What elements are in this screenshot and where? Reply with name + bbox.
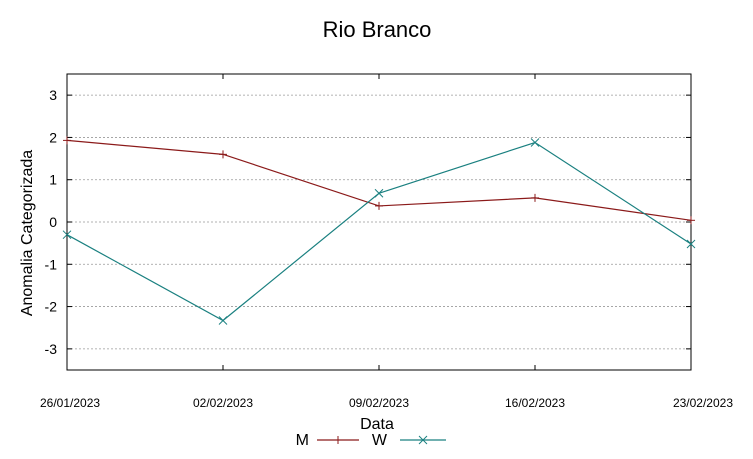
legend-marker (418, 435, 428, 445)
marker-stroke (62, 230, 72, 240)
y-tick-label: 0 (49, 214, 57, 230)
series-line (66, 141, 692, 322)
data-point (687, 216, 695, 225)
grid-lines (67, 94, 691, 350)
data-point (374, 188, 384, 198)
chart-title: Rio Branco (323, 17, 432, 42)
x-tick-label: 09/02/2023 (349, 396, 409, 410)
y-tick-label: 2 (49, 129, 57, 145)
legend-label: W (372, 432, 388, 449)
data-point (62, 230, 72, 240)
data-point (219, 150, 227, 159)
legend-item-w: W (372, 432, 446, 449)
series-lines (62, 136, 696, 325)
legend-item-m: M (296, 432, 359, 449)
data-point (63, 136, 71, 145)
y-axis-label: Anomalia Categorizada (19, 150, 36, 316)
data-point (218, 316, 228, 325)
marker-stroke (418, 435, 428, 445)
y-axis-ticks: 3 2 1 0 -1 -2 -3 (45, 87, 691, 357)
y-tick-label: 1 (49, 172, 57, 188)
y-tick-label: -1 (45, 256, 58, 272)
x-tick-label: 23/02/2023 (673, 396, 733, 410)
marker-stroke (374, 188, 384, 198)
series-w (62, 138, 696, 325)
marker-stroke (686, 239, 696, 249)
data-point (531, 193, 539, 202)
legend-label: M (296, 432, 309, 449)
marker-stroke (218, 316, 228, 325)
y-tick-label: -3 (45, 341, 58, 357)
data-point (530, 138, 540, 147)
data-point (375, 201, 383, 210)
x-tick-label: 16/02/2023 (505, 396, 565, 410)
series-m (63, 136, 695, 225)
y-tick-label: 3 (49, 87, 57, 103)
marker-stroke (530, 138, 540, 147)
data-point (686, 239, 696, 249)
x-axis-ticks: 26/01/2023 02/02/2023 09/02/2023 16/02/2023… (40, 74, 733, 410)
x-tick-label: 02/02/2023 (193, 396, 253, 410)
legend-marker (334, 436, 342, 444)
x-tick-label: 26/01/2023 (40, 396, 100, 410)
x-axis-label: Data (360, 416, 394, 433)
y-tick-label: -2 (45, 299, 58, 315)
